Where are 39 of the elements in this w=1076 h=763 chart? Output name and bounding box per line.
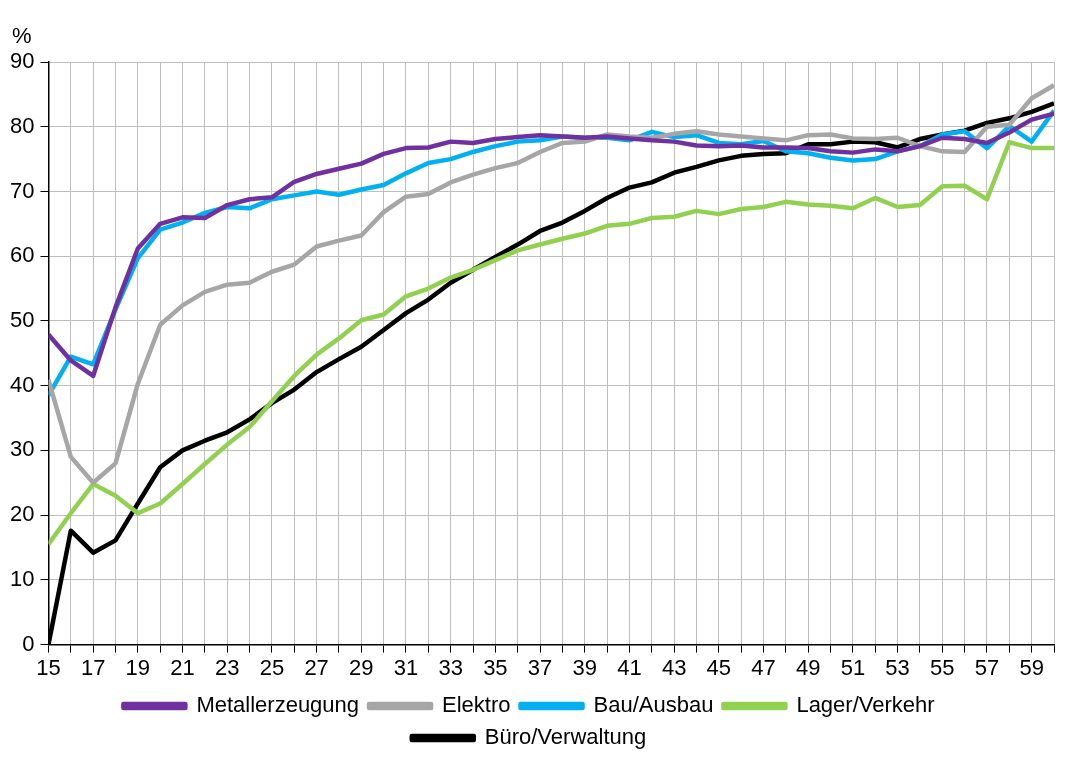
y-tick-label: 70: [9, 177, 35, 203]
x-tick-label: 55: [930, 654, 955, 680]
y-axis-title: %: [12, 23, 32, 49]
x-tick-label: 59: [1019, 654, 1044, 680]
x-tick-label: 29: [349, 654, 374, 680]
legend-label: Lager/Verkehr: [796, 692, 935, 718]
y-tick-label: 90: [9, 48, 35, 74]
x-tick-label: 17: [80, 654, 106, 680]
y-tick-label: 50: [9, 307, 35, 332]
x-tick-label: 23: [214, 654, 240, 680]
legend-label: Büro/Verwaltung: [484, 724, 647, 750]
y-tick-label: 80: [9, 112, 35, 138]
legend-label: Metallerzeugung: [196, 692, 360, 718]
x-tick-label: 31: [393, 654, 419, 680]
x-tick-label: 49: [795, 654, 821, 680]
y-tick-label: 60: [9, 242, 35, 268]
x-tick-label: 41: [617, 654, 642, 680]
x-tick-label: 43: [661, 654, 687, 680]
x-tick-label: 35: [483, 654, 508, 680]
y-tick-label: 10: [9, 565, 35, 591]
x-tick-label: 37: [527, 654, 553, 680]
y-tick-label: 0: [22, 630, 35, 656]
x-tick-label: 19: [125, 654, 151, 680]
y-tick-label: 20: [9, 501, 35, 527]
x-tick-label: 53: [885, 654, 910, 680]
x-tick-label: 21: [170, 654, 195, 680]
x-tick-label: 45: [706, 654, 732, 680]
x-tick-label: 15: [36, 654, 61, 680]
x-tick-label: 27: [304, 654, 329, 680]
legend-label: Elektro: [442, 692, 511, 718]
x-tick-label: 57: [974, 654, 1000, 680]
x-tick-label: 51: [840, 654, 866, 680]
x-tick-label: 39: [572, 654, 597, 680]
y-tick-label: 40: [9, 371, 35, 397]
x-tick-label: 33: [438, 654, 463, 680]
x-tick-label: 47: [751, 654, 776, 680]
legend-label: Bau/Ausbau: [593, 692, 714, 718]
y-tick-label: 30: [9, 436, 35, 462]
x-tick-label: 25: [259, 654, 285, 680]
